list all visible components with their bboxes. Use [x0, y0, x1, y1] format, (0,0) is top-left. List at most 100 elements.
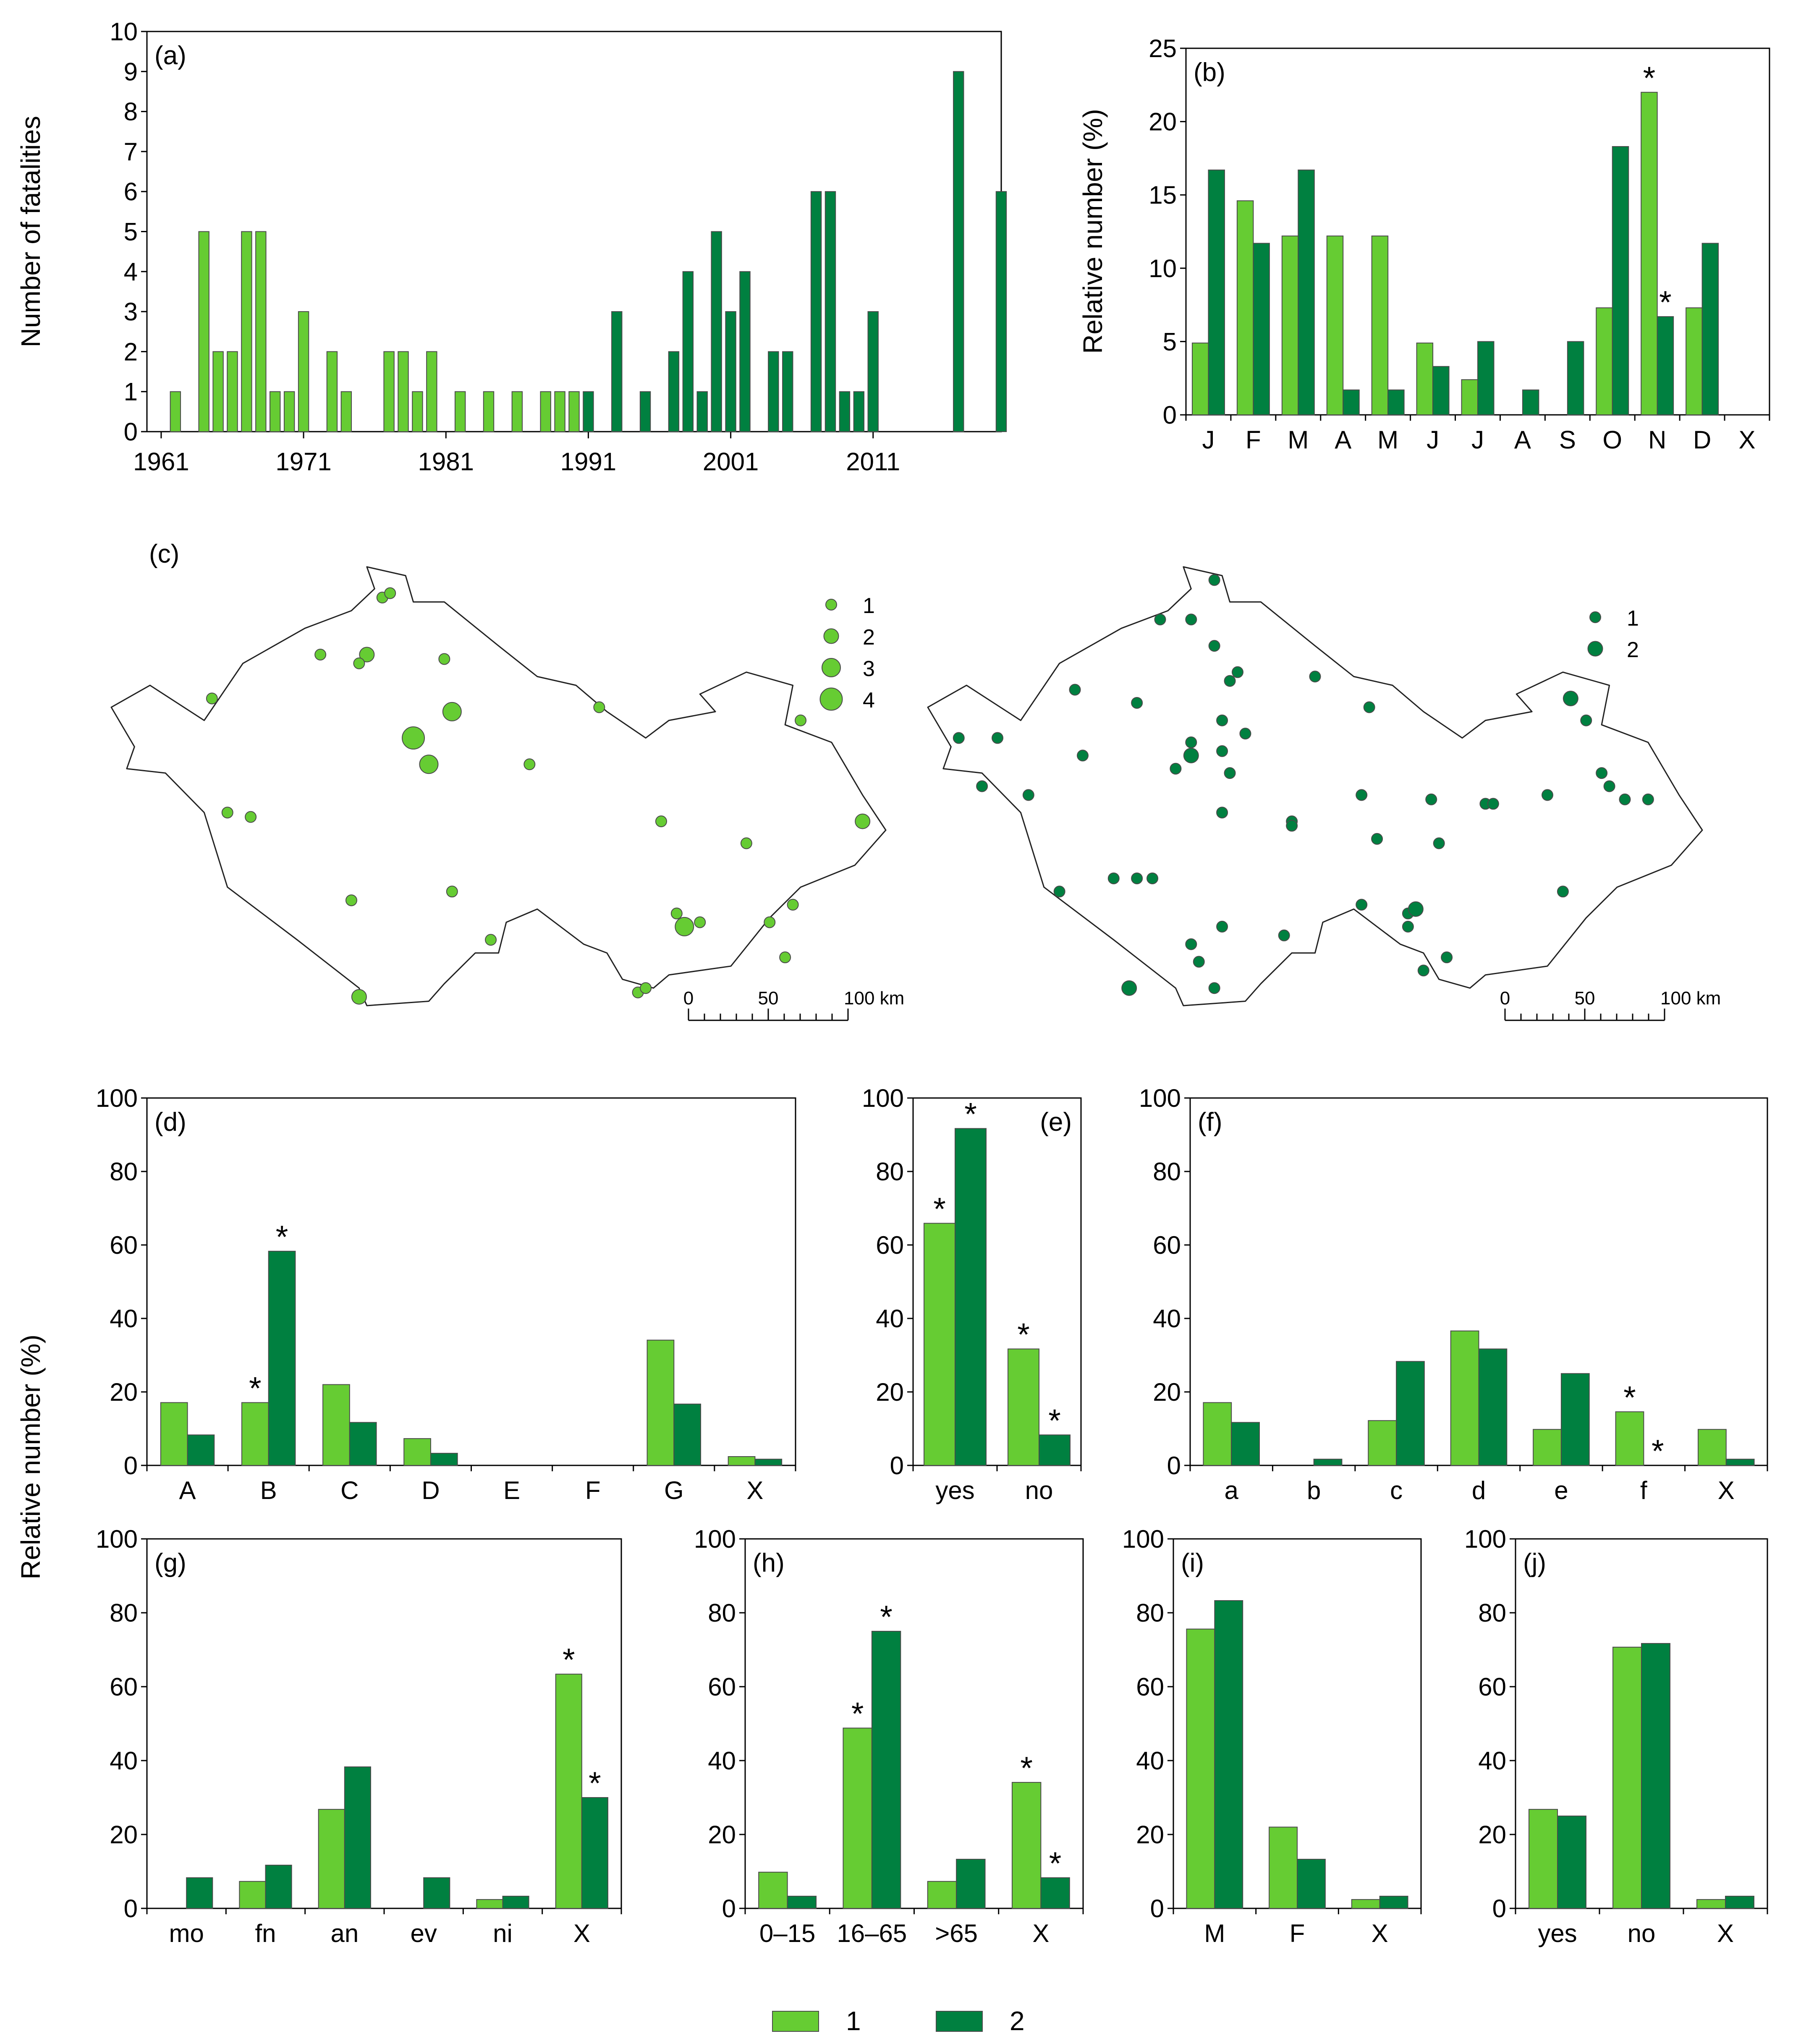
- y-tick-label: 25: [1149, 34, 1177, 63]
- series1-bar: [1596, 307, 1613, 415]
- panel-label: (a): [154, 41, 186, 70]
- y-tick-label: 0: [124, 1895, 138, 1923]
- x-tick-label: f: [1640, 1476, 1647, 1504]
- fatality-location-marker: [694, 916, 706, 928]
- panel-label: (d): [154, 1108, 186, 1137]
- x-tick-label: >65: [935, 1919, 978, 1947]
- y-tick-label: 10: [110, 18, 138, 46]
- series1-bar: [1615, 1411, 1644, 1466]
- x-tick-label: fn: [255, 1919, 276, 1947]
- series2-bar: [349, 1422, 377, 1466]
- x-tick-label: 16–65: [837, 1919, 907, 1947]
- series2-bar: [1522, 389, 1539, 415]
- y-tick-label: 80: [110, 1158, 138, 1186]
- y-axis-label: Relative number (%): [1078, 109, 1108, 354]
- series2-bar: [1040, 1877, 1070, 1909]
- series1-bar: [1529, 1809, 1558, 1909]
- panel-label: (c): [149, 540, 179, 569]
- series1-bar: [1281, 235, 1299, 415]
- series2-bar: [1298, 169, 1315, 415]
- y-tick-label: 20: [1153, 1378, 1181, 1406]
- fatality-location-marker: [953, 732, 965, 744]
- legend-label: 3: [863, 657, 875, 681]
- scale-label: 50: [1575, 988, 1595, 1009]
- y-tick-label: 9: [124, 58, 138, 86]
- fatality-location-marker: [1232, 666, 1243, 678]
- significance-star: *: [1020, 1751, 1033, 1786]
- x-tick-label: X: [746, 1476, 763, 1504]
- x-tick-label: 0–15: [759, 1919, 815, 1947]
- series2-bar: [673, 1403, 701, 1466]
- fatality-location-marker: [640, 982, 652, 994]
- series1-bar: [1351, 1899, 1380, 1909]
- series2-bar: [1612, 146, 1629, 415]
- x-tick-label: 2011: [846, 448, 900, 476]
- fatality-location-marker: [1146, 872, 1159, 884]
- y-tick-label: 40: [1136, 1747, 1164, 1775]
- series2-bar: [711, 231, 722, 432]
- x-tick-label: S: [1559, 426, 1576, 454]
- series1-bar: [1416, 342, 1434, 416]
- y-tick-label: 1: [124, 378, 138, 406]
- y-tick-label: 60: [1153, 1231, 1181, 1259]
- y-tick-label: 80: [110, 1599, 138, 1627]
- x-tick-label: N: [1648, 426, 1666, 454]
- series2-bar: [768, 351, 779, 432]
- series2-bar: [1560, 1373, 1590, 1466]
- y-tick-label: 100: [1464, 1525, 1506, 1553]
- y-tick-label: 4: [124, 258, 138, 286]
- y-tick-label: 0: [1492, 1895, 1506, 1923]
- legend-swatch-2: [936, 2011, 983, 2032]
- y-tick-label: 60: [876, 1231, 904, 1259]
- series1-bar: [927, 1881, 957, 1909]
- series2-bar: [995, 191, 1007, 432]
- y-tick-label: 8: [124, 98, 138, 126]
- series2-bar: [1477, 341, 1495, 416]
- legend-marker: [1589, 611, 1601, 623]
- fatality-location-marker: [419, 755, 439, 774]
- series2-bar: [1379, 1895, 1408, 1909]
- series1-bar: [924, 1223, 955, 1466]
- series2-bar: [696, 391, 708, 432]
- series1-bar: [483, 391, 495, 432]
- series2-bar: [1343, 389, 1360, 415]
- country-outline: [110, 566, 887, 1006]
- fatality-location-marker: [1603, 780, 1615, 792]
- series1-bar: [241, 231, 252, 432]
- series1-bar: [647, 1339, 675, 1466]
- fatality-location-marker: [1433, 837, 1445, 849]
- fatality-location-marker: [1185, 613, 1197, 626]
- y-tick-label: 3: [124, 298, 138, 326]
- series2-bar: [344, 1766, 371, 1909]
- x-tick-label: a: [1225, 1476, 1239, 1504]
- fatality-location-marker: [524, 758, 536, 770]
- series1-bar: [758, 1871, 788, 1909]
- y-tick-label: 20: [1136, 1821, 1164, 1849]
- series1-bar: [1686, 307, 1703, 415]
- series2-bar: [871, 1631, 901, 1909]
- legend-marker: [819, 687, 843, 711]
- fatality-location-marker: [1441, 951, 1453, 964]
- y-tick-label: 0: [1150, 1895, 1164, 1923]
- series1-bar: [511, 391, 523, 432]
- fatality-location-marker: [1185, 938, 1197, 950]
- y-tick-label: 0: [124, 418, 138, 446]
- country-outline: [927, 566, 1703, 1006]
- series1-bar: [1533, 1429, 1562, 1466]
- fatality-location-marker: [1309, 671, 1321, 683]
- fatality-location-marker: [1224, 675, 1236, 687]
- x-tick-label: d: [1472, 1476, 1486, 1504]
- x-tick-label: M: [1288, 426, 1309, 454]
- fatality-location-marker: [1216, 745, 1228, 757]
- fatality-location-marker: [1069, 684, 1081, 696]
- fatality-location-marker: [1154, 613, 1166, 626]
- scale-label: 100 km: [1660, 988, 1721, 1009]
- legend-label: 1: [1627, 606, 1639, 631]
- x-tick-label: X: [1717, 1919, 1734, 1947]
- y-tick-label: 80: [708, 1599, 736, 1627]
- x-tick-label: yes: [935, 1476, 974, 1504]
- fatality-location-marker: [1208, 982, 1220, 994]
- series1-bar: [1269, 1826, 1298, 1909]
- x-tick-label: c: [1390, 1476, 1403, 1504]
